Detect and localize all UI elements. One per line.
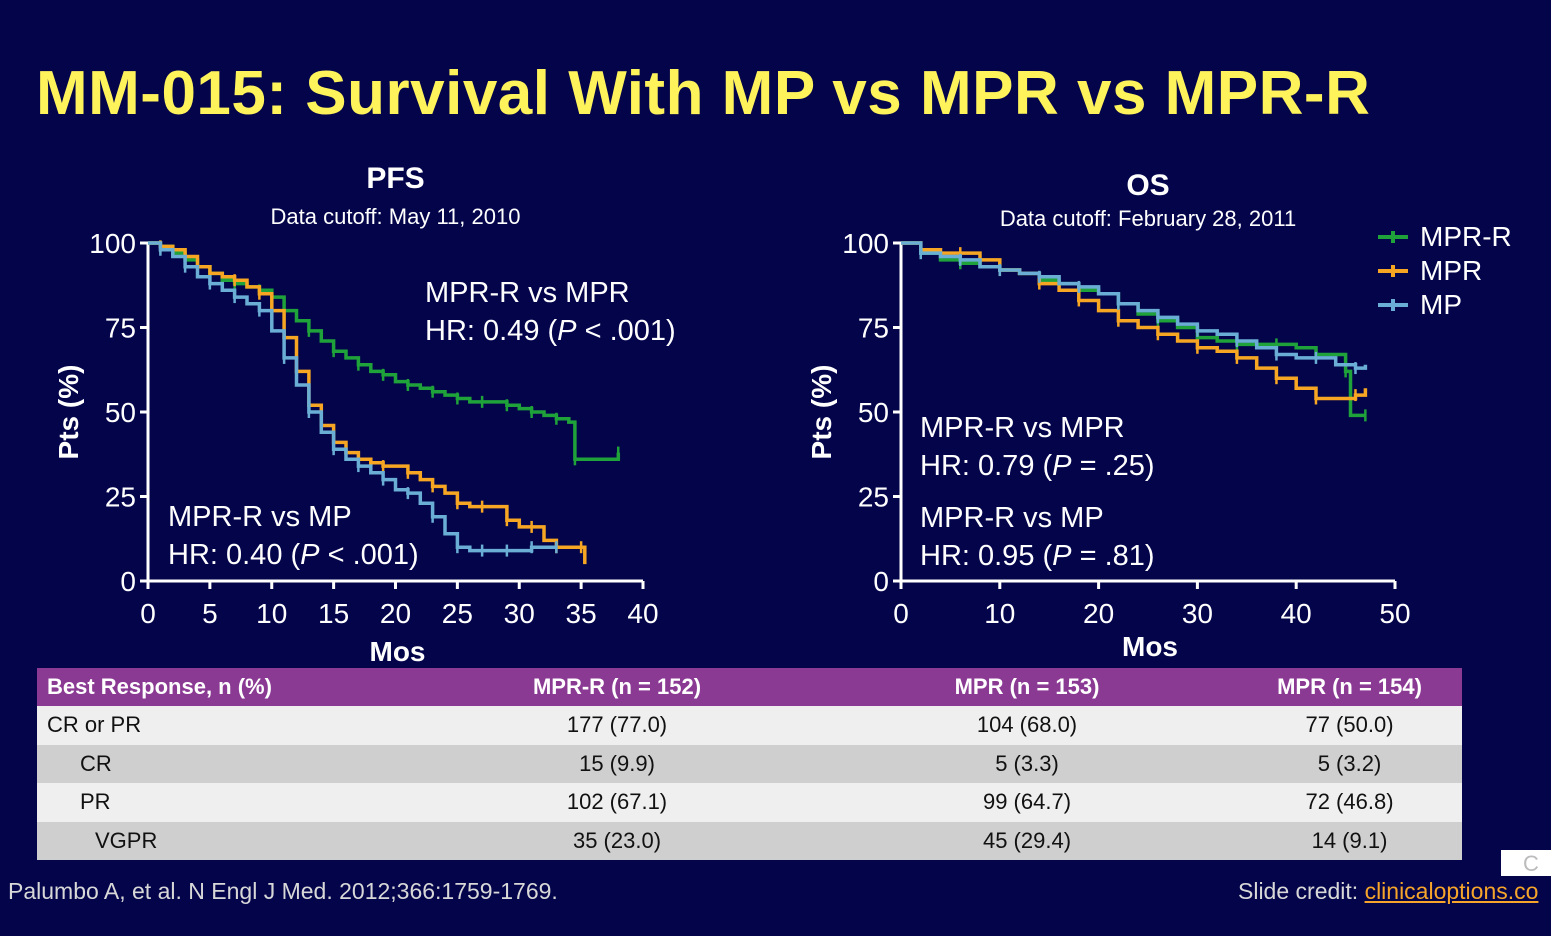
cell-mpr-153: 99 (64.7) — [817, 783, 1237, 822]
table-row: VGPR 35 (23.0) 45 (29.4) 14 (9.1) — [37, 821, 1462, 860]
legend-item-mprr: MPR-R — [1378, 220, 1512, 254]
cell-mpr-154: 14 (9.1) — [1237, 821, 1462, 860]
cell-mprr: 15 (9.9) — [417, 744, 817, 783]
legend-label-mpr: MPR — [1420, 255, 1483, 286]
pfs-y-tick-label: 75 — [105, 313, 136, 344]
os-chart-title: OS — [1126, 169, 1169, 202]
pfs-x-tick-label: 30 — [504, 598, 535, 629]
pfs-y-axis-label: Pts (%) — [53, 365, 84, 460]
logo-letter: C — [1523, 851, 1539, 876]
os-y-tick-label: 25 — [858, 482, 889, 513]
pfs-y-tick-label: 0 — [120, 566, 136, 597]
pfs-y-tick-label: 50 — [105, 397, 136, 428]
os-x-tick-label: 40 — [1281, 598, 1312, 629]
os-y-tick-label: 100 — [842, 228, 889, 259]
credit-link[interactable]: clinicaloptions.co — [1364, 878, 1539, 904]
pfs-annotation-comparison: MPR-R vs MP — [168, 501, 352, 533]
cell-mpr-153: 45 (29.4) — [817, 821, 1237, 860]
table-header-row: Best Response, n (%) MPR-R (n = 152) MPR… — [37, 668, 1462, 706]
pfs-series-mpr-r-line — [148, 241, 621, 462]
legend: MPR-R MPR MP — [1378, 220, 1512, 322]
os-x-axis-label: Mos — [1122, 631, 1178, 662]
legend-label-mp: MP — [1420, 289, 1462, 320]
os-y-tick-label: 75 — [858, 313, 889, 344]
pfs-annotation-comparison: MPR-R vs MPR — [425, 277, 630, 309]
table-row: CR or PR 177 (77.0) 104 (68.0) 77 (50.0) — [37, 706, 1462, 745]
header-best-response: Best Response, n (%) — [37, 668, 417, 706]
os-x-tick-label: 10 — [984, 598, 1015, 629]
pfs-chart-title: PFS — [366, 162, 424, 195]
os-x-tick-label: 20 — [1083, 598, 1114, 629]
row-label: CR — [37, 744, 417, 783]
legend-item-mpr: MPR — [1378, 254, 1512, 288]
pfs-x-tick-label: 25 — [442, 598, 473, 629]
pfs-y-tick-label: 100 — [89, 228, 136, 259]
os-annotation-hr: HR: 0.79 (P = .25) — [920, 450, 1155, 482]
slide-credit: Slide credit: clinicaloptions.co — [1238, 878, 1538, 905]
os-annotation-comparison: MPR-R vs MPR — [920, 412, 1125, 444]
cell-mprr: 177 (77.0) — [417, 706, 817, 745]
os-series-mpr-line — [901, 241, 1368, 401]
header-mpr-154: MPR (n = 154) — [1237, 668, 1462, 706]
pfs-x-tick-label: 0 — [140, 598, 156, 629]
pfs-x-tick-label: 35 — [566, 598, 597, 629]
table-row: PR 102 (67.1) 99 (64.7) 72 (46.8) — [37, 783, 1462, 822]
cell-mprr: 102 (67.1) — [417, 783, 817, 822]
legend-swatch-mp — [1378, 299, 1408, 311]
os-annotation-hr: HR: 0.95 (P = .81) — [920, 540, 1155, 572]
pfs-x-tick-label: 15 — [318, 598, 349, 629]
row-label: VGPR — [37, 821, 417, 860]
os-x-tick-label: 30 — [1182, 598, 1213, 629]
table-row: CR 15 (9.9) 5 (3.3) 5 (3.2) — [37, 744, 1462, 783]
os-y-axis-label: Pts (%) — [806, 365, 837, 460]
os-x-tick-label: 50 — [1379, 598, 1410, 629]
os-y-tick-label: 0 — [873, 566, 889, 597]
best-response-table: Best Response, n (%) MPR-R (n = 152) MPR… — [37, 668, 1462, 860]
os-series-mp-line — [901, 241, 1368, 370]
pfs-x-tick-label: 40 — [627, 598, 658, 629]
row-label: CR or PR — [37, 706, 417, 745]
row-label: PR — [37, 783, 417, 822]
slide-title: MM-015: Survival With MP vs MPR vs MPR-R — [36, 59, 1371, 128]
cell-mpr-153: 104 (68.0) — [817, 706, 1237, 745]
legend-item-mp: MP — [1378, 288, 1512, 322]
header-mprr: MPR-R (n = 152) — [417, 668, 817, 706]
pfs-chart-subtitle: Data cutoff: May 11, 2010 — [271, 204, 521, 229]
legend-swatch-mpr — [1378, 265, 1408, 277]
cell-mpr-154: 72 (46.8) — [1237, 783, 1462, 822]
legend-swatch-mprr — [1378, 231, 1408, 243]
logo-badge: C — [1501, 850, 1551, 876]
cell-mpr-154: 77 (50.0) — [1237, 706, 1462, 745]
credit-label: Slide credit: — [1238, 878, 1365, 904]
pfs-annotation-hr: HR: 0.49 (P < .001) — [425, 315, 676, 347]
pfs-x-tick-label: 5 — [202, 598, 218, 629]
citation: Palumbo A, et al. N Engl J Med. 2012;366… — [8, 878, 558, 904]
os-x-tick-label: 0 — [893, 598, 909, 629]
pfs-x-tick-label: 20 — [380, 598, 411, 629]
pfs-y-tick-label: 25 — [105, 482, 136, 513]
header-mpr-153: MPR (n = 153) — [817, 668, 1237, 706]
os-annotation-comparison: MPR-R vs MP — [920, 502, 1104, 534]
cell-mpr-154: 5 (3.2) — [1237, 744, 1462, 783]
os-chart-subtitle: Data cutoff: February 28, 2011 — [1000, 206, 1296, 231]
legend-label-mprr: MPR-R — [1420, 221, 1512, 252]
os-y-tick-label: 50 — [858, 397, 889, 428]
cell-mpr-153: 5 (3.3) — [817, 744, 1237, 783]
pfs-annotation-hr: HR: 0.40 (P < .001) — [168, 539, 419, 571]
pfs-x-axis-label: Mos — [370, 636, 426, 667]
pfs-x-tick-label: 10 — [256, 598, 287, 629]
cell-mprr: 35 (23.0) — [417, 821, 817, 860]
